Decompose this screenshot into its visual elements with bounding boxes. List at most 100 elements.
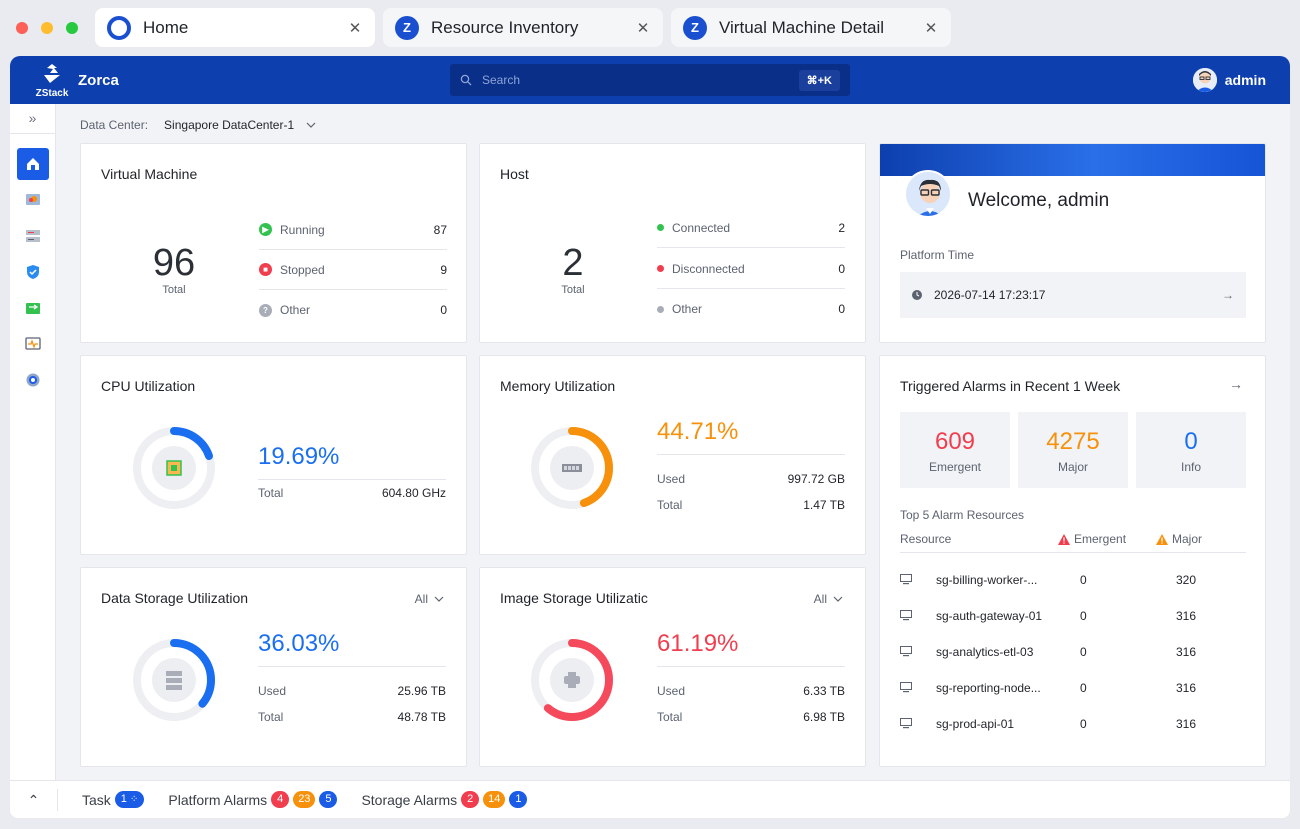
table-row[interactable]: sg-prod-api-01 0 316 xyxy=(900,706,1246,742)
filter-value: All xyxy=(414,592,428,606)
warning-icon xyxy=(1058,533,1070,545)
stat-label: Other xyxy=(672,302,703,316)
vm-running-row[interactable]: ▶ Running 87 xyxy=(259,210,447,250)
image-storage-filter[interactable]: All xyxy=(814,592,843,606)
memory-donut-chart xyxy=(531,427,613,509)
minimize-window-button[interactable] xyxy=(41,22,53,34)
card-title: Triggered Alarms in Recent 1 Week xyxy=(900,378,1121,394)
chevron-down-icon xyxy=(434,596,444,602)
data-storage-filter[interactable]: All xyxy=(415,592,444,606)
stop-icon: ■ xyxy=(259,263,272,276)
spinner-icon: ⁘ xyxy=(129,794,139,805)
resource-name[interactable]: sg-auth-gateway-01 xyxy=(936,609,1043,623)
sidebar-expand-button[interactable]: » xyxy=(10,104,55,134)
util-label: Total xyxy=(657,498,683,512)
badge-count: 1 xyxy=(120,793,127,805)
major-count: 316 xyxy=(1176,717,1197,731)
emergent-badge: 4 xyxy=(271,791,290,808)
util-label: Used xyxy=(258,684,287,698)
host-other-row[interactable]: Other 0 xyxy=(657,289,845,329)
alarm-info-box[interactable]: 0 Info xyxy=(1136,412,1246,488)
table-row[interactable]: sg-auth-gateway-01 0 316 xyxy=(900,598,1246,634)
util-value: 997.72 GB xyxy=(787,472,845,486)
resource-name[interactable]: sg-analytics-etl-03 xyxy=(936,645,1034,659)
sidebar-item-network[interactable] xyxy=(17,292,49,324)
search-input[interactable]: Search xyxy=(482,73,521,87)
status-dot xyxy=(657,265,664,272)
bottom-status-bar: ⌃ Task 1 ⁘ Platform Alarms 4 23 5 Storag… xyxy=(10,780,1290,818)
warning-icon xyxy=(1156,533,1168,545)
welcome-title: Welcome, admin xyxy=(968,190,1110,211)
resource-name[interactable]: sg-reporting-node... xyxy=(936,681,1041,695)
tab-resource-inventory[interactable]: Z Resource Inventory ✕ xyxy=(383,8,663,47)
stat-label: Disconnected xyxy=(672,261,745,276)
alarm-count: 4275 xyxy=(1046,428,1100,455)
platform-alarms-indicator[interactable]: Platform Alarms 4 23 5 xyxy=(168,791,338,808)
gear-icon xyxy=(26,373,40,387)
alarm-major-box[interactable]: 4275 Major xyxy=(1018,412,1128,488)
alarm-count: 0 xyxy=(1184,428,1198,455)
datacenter-selector[interactable]: Data Center: Singapore DataCenter-1 xyxy=(80,118,316,132)
table-row[interactable]: sg-reporting-node... 0 316 xyxy=(900,670,1246,706)
vm-other-row[interactable]: ? Other 0 xyxy=(259,290,447,330)
vm-total: 96 xyxy=(152,242,196,284)
arrow-right-icon[interactable]: → xyxy=(1222,288,1234,302)
data-storage-card: Data Storage Utilization All 36.03% Used… xyxy=(80,567,467,767)
emergent-count: 0 xyxy=(1080,645,1087,659)
resource-name[interactable]: sg-prod-api-01 xyxy=(936,717,1015,731)
maximize-window-button[interactable] xyxy=(66,22,78,34)
close-icon[interactable]: ✕ xyxy=(924,19,938,37)
close-icon[interactable]: ✕ xyxy=(636,19,650,37)
image-storage-percent: 61.19% xyxy=(657,630,739,657)
clock-icon xyxy=(912,290,922,300)
sidebar-item-monitoring[interactable] xyxy=(17,328,49,360)
column-header-resource: Resource xyxy=(900,532,951,546)
stat-label: Other xyxy=(280,303,311,317)
chevron-up-icon[interactable]: ⌃ xyxy=(10,788,58,811)
major-count: 316 xyxy=(1176,681,1197,695)
tab-title: Virtual Machine Detail xyxy=(719,17,885,37)
datacenter-label: Data Center: xyxy=(80,118,149,132)
network-icon xyxy=(26,303,40,314)
alarm-emergent-box[interactable]: 609 Emergent xyxy=(900,412,1010,488)
task-label: Task xyxy=(82,791,111,808)
top-bar: ZStack Zorca Search ⌘+K xyxy=(10,56,1290,104)
tab-vm-detail[interactable]: Z Virtual Machine Detail ✕ xyxy=(671,8,951,47)
storage-icon xyxy=(26,230,40,242)
tab-home[interactable]: Home ✕ xyxy=(95,8,375,47)
task-indicator[interactable]: Task 1 ⁘ xyxy=(82,791,145,808)
util-value: 48.78 TB xyxy=(397,710,446,724)
user-avatar-icon xyxy=(1192,68,1217,92)
close-window-button[interactable] xyxy=(16,22,28,34)
sidebar-item-settings[interactable] xyxy=(17,364,49,396)
util-label: Used xyxy=(657,684,686,698)
table-row[interactable]: sg-analytics-etl-03 0 316 xyxy=(900,634,1246,670)
alarm-label: Emergent xyxy=(928,460,982,474)
sidebar: » xyxy=(10,104,56,780)
user-menu[interactable]: admin xyxy=(1192,68,1266,92)
vm-stopped-row[interactable]: ■ Stopped 9 xyxy=(259,250,447,290)
close-icon[interactable]: ✕ xyxy=(348,19,362,37)
arrow-right-icon[interactable]: → xyxy=(1229,376,1243,392)
platform-time-box[interactable]: 2026-07-14 17:23:17 → xyxy=(900,272,1246,318)
global-search[interactable]: Search ⌘+K xyxy=(450,64,850,96)
sidebar-item-storage[interactable] xyxy=(17,220,49,252)
sidebar-item-resource-center[interactable] xyxy=(17,184,49,216)
sidebar-item-home[interactable] xyxy=(17,148,49,180)
resource-name[interactable]: sg-billing-worker-... xyxy=(936,573,1038,587)
zstack-logo[interactable]: ZStack xyxy=(32,64,72,99)
storage-alarms-indicator[interactable]: Storage Alarms 2 14 1 xyxy=(361,791,528,808)
sidebar-item-security[interactable] xyxy=(17,256,49,288)
product-name: Zorca xyxy=(78,72,119,89)
stat-value: 2 xyxy=(838,220,845,235)
image-storage-card: Image Storage Utilizatic All 61.19% Used… xyxy=(479,567,866,767)
host-connected-row[interactable]: Connected 2 xyxy=(657,208,845,248)
memory-total-row: Total 1.47 TB xyxy=(657,498,845,512)
monitor-icon xyxy=(25,337,41,350)
table-row[interactable]: sg-billing-worker-... 0 320 xyxy=(900,562,1246,598)
top5-title: Top 5 Alarm Resources xyxy=(900,508,1025,522)
chevron-down-icon xyxy=(833,596,843,602)
memory-percent: 44.71% xyxy=(657,418,739,445)
host-disconnected-row[interactable]: Disconnected 0 xyxy=(657,249,845,289)
cpu-donut-chart xyxy=(133,427,215,509)
